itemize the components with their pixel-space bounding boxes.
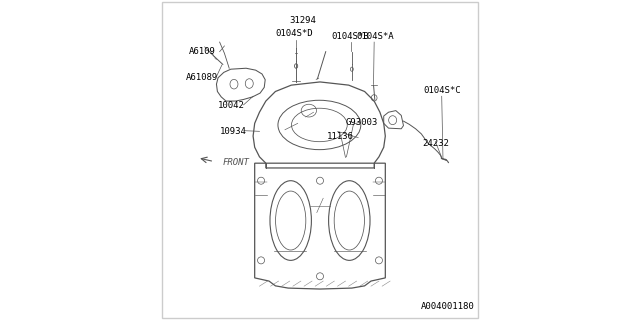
Text: A6109: A6109 bbox=[189, 47, 216, 56]
Text: 10042: 10042 bbox=[218, 101, 245, 110]
Text: A61089: A61089 bbox=[186, 73, 218, 82]
Text: G93003: G93003 bbox=[346, 118, 378, 127]
Text: 11136: 11136 bbox=[327, 132, 354, 141]
Text: 24232: 24232 bbox=[422, 139, 449, 148]
Text: 10934: 10934 bbox=[220, 127, 247, 136]
Text: A004001180: A004001180 bbox=[420, 302, 474, 311]
Text: 0104S*A: 0104S*A bbox=[356, 32, 394, 41]
Text: 0104S*D: 0104S*D bbox=[276, 29, 314, 38]
Text: 0104S*C: 0104S*C bbox=[423, 86, 461, 95]
Text: FRONT: FRONT bbox=[223, 158, 250, 167]
Text: 31294: 31294 bbox=[289, 16, 316, 25]
Text: 0104S*B: 0104S*B bbox=[332, 32, 369, 41]
